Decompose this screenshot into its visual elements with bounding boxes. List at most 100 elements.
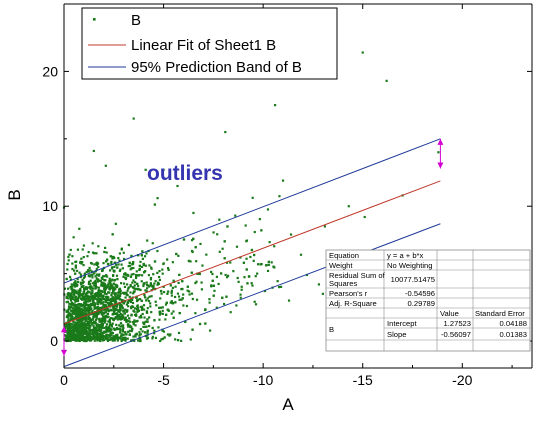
scatter-point bbox=[132, 309, 135, 312]
scatter-point bbox=[212, 231, 215, 234]
scatter-point bbox=[75, 269, 79, 272]
scatter-point bbox=[95, 306, 98, 309]
scatter-point bbox=[84, 297, 87, 300]
scatter-point bbox=[72, 310, 75, 313]
scatter-point bbox=[91, 251, 95, 254]
scatter-point bbox=[299, 253, 303, 256]
scatter-point bbox=[73, 330, 76, 333]
scatter-point bbox=[81, 335, 84, 338]
scatter-point bbox=[91, 282, 94, 285]
stats-param-name-slope: Slope bbox=[387, 330, 406, 339]
scatter-point bbox=[256, 272, 259, 275]
scatter-point bbox=[91, 296, 94, 300]
scatter-point bbox=[229, 311, 232, 314]
scatter-point bbox=[82, 327, 85, 330]
scatter-point bbox=[192, 237, 195, 240]
scatter-point bbox=[95, 326, 98, 330]
x-tick-label: -15 bbox=[353, 372, 373, 388]
scatter-point bbox=[110, 334, 113, 337]
scatter-point bbox=[103, 317, 106, 321]
scatter-point bbox=[89, 279, 92, 282]
scatter-point bbox=[92, 298, 95, 301]
scatter-point bbox=[77, 296, 80, 299]
scatter-point bbox=[67, 259, 70, 262]
scatter-point bbox=[185, 304, 189, 308]
scatter-point bbox=[164, 303, 168, 306]
scatter-point bbox=[95, 273, 99, 276]
band-marker-left bbox=[61, 326, 67, 356]
scatter-point bbox=[158, 306, 161, 309]
scatter-point bbox=[113, 261, 116, 264]
scatter-point bbox=[124, 308, 127, 311]
scatter-point bbox=[281, 179, 285, 182]
scatter-point bbox=[145, 334, 148, 338]
scatter-point bbox=[76, 313, 79, 317]
scatter-point bbox=[139, 305, 142, 309]
scatter-point bbox=[102, 338, 105, 341]
scatter-point bbox=[93, 284, 96, 287]
scatter-point bbox=[114, 298, 117, 301]
scatter-point bbox=[117, 336, 120, 340]
scatter-point bbox=[110, 286, 113, 290]
scatter-point bbox=[108, 291, 111, 294]
scatter-point bbox=[101, 326, 104, 329]
scatter-point bbox=[73, 298, 76, 301]
scatter-point bbox=[75, 307, 78, 310]
scatter-point bbox=[140, 316, 143, 319]
scatter-point bbox=[106, 301, 110, 305]
scatter-point bbox=[120, 282, 123, 285]
scatter-point bbox=[120, 263, 123, 266]
scatter-point bbox=[226, 225, 229, 228]
scatter-point bbox=[143, 296, 147, 299]
scatter-point bbox=[71, 289, 74, 292]
scatter-point bbox=[111, 305, 114, 308]
scatter-point bbox=[243, 276, 246, 279]
scatter-point bbox=[102, 304, 106, 307]
scatter-point bbox=[169, 333, 172, 336]
scatter-point bbox=[89, 319, 92, 322]
scatter-point bbox=[80, 307, 83, 310]
scatter-point bbox=[73, 311, 76, 314]
scatter-point bbox=[86, 269, 90, 272]
scatter-point bbox=[146, 287, 149, 290]
scatter-point bbox=[92, 332, 95, 335]
scatter-point bbox=[133, 284, 136, 287]
scatter-point bbox=[122, 326, 125, 330]
scatter-point bbox=[145, 299, 148, 302]
scatter-point bbox=[72, 307, 75, 310]
scatter-point bbox=[107, 320, 110, 323]
scatter-point bbox=[79, 289, 82, 293]
scatter-point bbox=[172, 279, 175, 282]
scatter-point bbox=[98, 323, 101, 327]
scatter-point bbox=[66, 310, 69, 313]
scatter-point bbox=[67, 297, 70, 300]
scatter-point bbox=[112, 256, 116, 260]
scatter-point bbox=[180, 339, 183, 342]
scatter-point bbox=[189, 260, 192, 263]
scatter-point bbox=[123, 273, 126, 276]
scatter-point bbox=[259, 263, 262, 266]
scatter-point bbox=[105, 309, 108, 312]
scatter-point bbox=[76, 324, 79, 327]
scatter-point bbox=[188, 293, 191, 296]
scatter-point bbox=[109, 281, 112, 284]
scatter-point bbox=[117, 263, 120, 266]
scatter-point bbox=[89, 295, 92, 298]
scatter-point bbox=[75, 326, 79, 329]
scatter-point bbox=[97, 328, 100, 331]
scatter-point bbox=[79, 315, 82, 318]
scatter-point bbox=[78, 312, 82, 315]
scatter-point bbox=[191, 239, 194, 242]
scatter-point bbox=[70, 313, 73, 316]
prediction-band-lower bbox=[63, 223, 441, 368]
scatter-point bbox=[272, 265, 275, 268]
scatter-point bbox=[77, 330, 80, 333]
scatter-point bbox=[80, 310, 83, 314]
scatter-point bbox=[129, 291, 132, 294]
scatter-point bbox=[105, 292, 108, 296]
scatter-point bbox=[74, 323, 77, 326]
scatter-point bbox=[146, 329, 149, 332]
scatter-point bbox=[99, 289, 102, 292]
scatter-point bbox=[104, 304, 107, 307]
